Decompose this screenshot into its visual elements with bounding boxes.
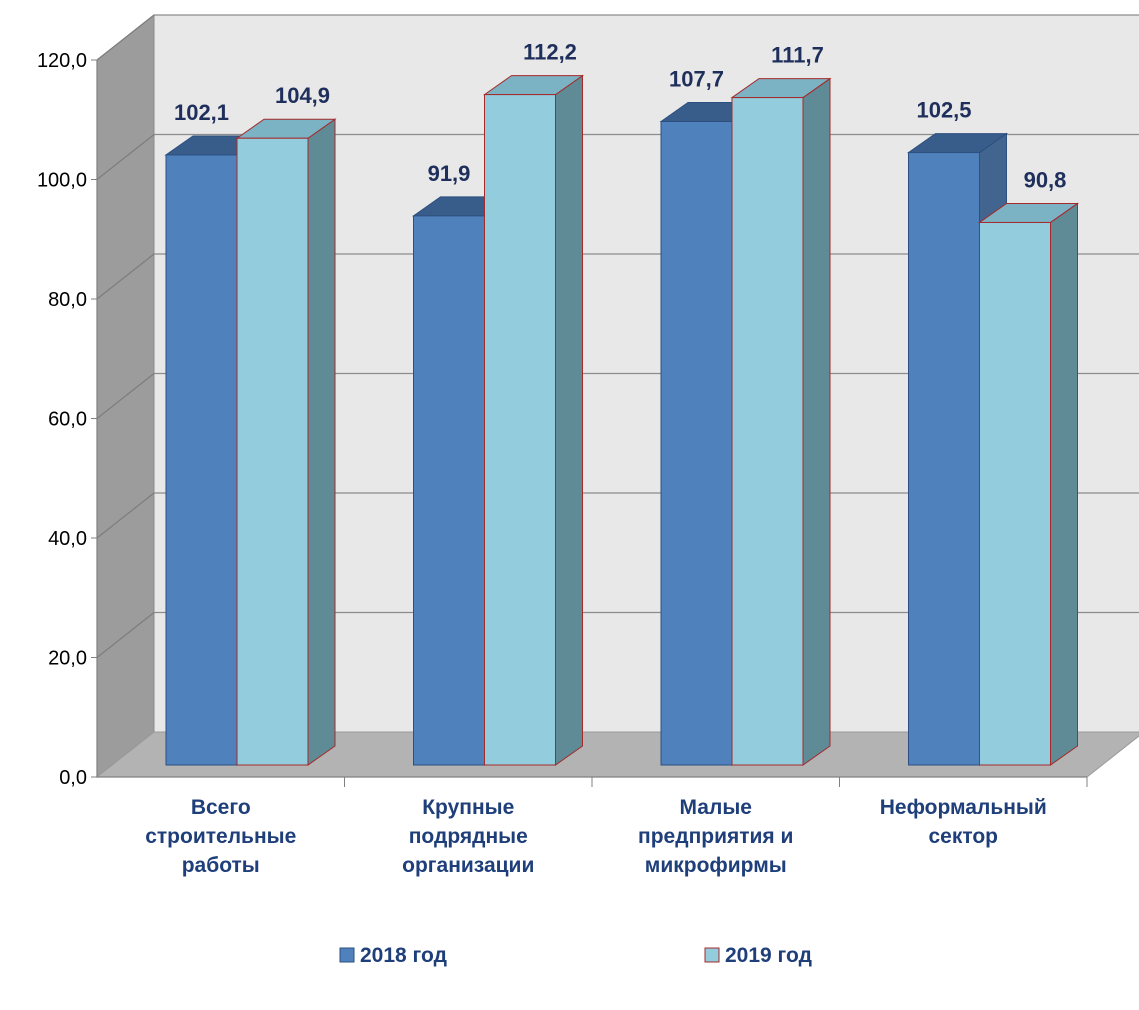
- legend-swatch: [704, 947, 720, 963]
- data-label: 104,9: [275, 83, 330, 108]
- data-label: 111,7: [771, 43, 824, 68]
- bar-side: [555, 74, 583, 766]
- y-tick-label: 60,0: [48, 409, 87, 431]
- legend-label: 2018 год: [360, 944, 447, 967]
- category-label: строительные: [145, 825, 296, 848]
- data-label: 91,9: [428, 161, 471, 186]
- legend-swatch: [339, 947, 355, 963]
- gridline-side: [96, 373, 155, 419]
- category-label: Неформальный: [880, 796, 1047, 819]
- gridline-side: [96, 134, 155, 180]
- legend: 2018 год 2019 год: [339, 944, 812, 967]
- gridline-side: [96, 492, 155, 539]
- y-tick-label: 80,0: [48, 289, 87, 311]
- y-tick-label: 40,0: [48, 528, 87, 550]
- data-label: 112,2: [523, 40, 577, 65]
- y-tick-label: 120,0: [37, 50, 87, 72]
- bar: [660, 120, 733, 766]
- category-label: Всего: [191, 796, 251, 819]
- bar-side: [802, 77, 831, 766]
- bar: [908, 152, 980, 766]
- legend-label: 2019 год: [725, 944, 812, 967]
- data-label: 102,5: [916, 98, 971, 123]
- bar: [731, 97, 804, 766]
- gridline-side: [96, 253, 155, 300]
- category-label: Крупные: [422, 796, 514, 819]
- data-label: 90,8: [1024, 167, 1067, 192]
- gridline-side: [96, 612, 155, 658]
- category-labels: Всего строительные работы Крупные подрядные о…: [145, 796, 1047, 877]
- y-tick-label: 20,0: [48, 648, 87, 670]
- bar-side: [307, 118, 336, 766]
- gridline-side: [96, 14, 155, 61]
- bar: [484, 94, 556, 766]
- data-label: 102,1: [174, 100, 229, 125]
- category-label: подрядные: [409, 825, 528, 848]
- bar-side: [1050, 202, 1078, 766]
- category-label: микрофирмы: [645, 854, 787, 877]
- bar: [413, 215, 485, 766]
- bar: [165, 154, 238, 766]
- category-label: организации: [402, 854, 534, 877]
- axes: 0,0 20,0 40,0 60,0 80,0 100,0 120,0: [37, 50, 1088, 789]
- category-label: сектор: [928, 825, 998, 848]
- data-labels: 102,1 104,9 91,9 112,2 107,7 111,7 102,5 90,8: [174, 40, 1066, 193]
- y-tick-label: 100,0: [37, 170, 87, 192]
- data-label: 107,7: [669, 66, 724, 91]
- bar: [979, 221, 1051, 766]
- bar: [236, 137, 309, 766]
- category-label: предприятия и: [638, 825, 793, 848]
- category-label: работы: [182, 854, 260, 877]
- bars: [164, 74, 1080, 766]
- y-tick-label: 0,0: [59, 767, 87, 789]
- category-label: Малые: [680, 796, 752, 819]
